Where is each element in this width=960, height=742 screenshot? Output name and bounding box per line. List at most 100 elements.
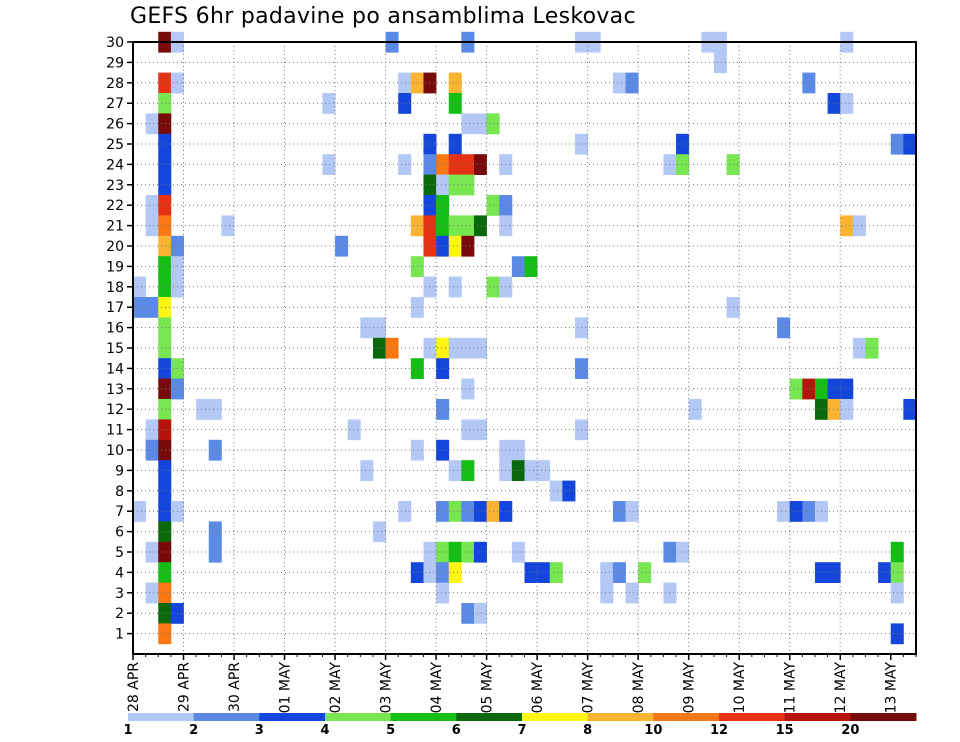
x-tick-label: 28 APR bbox=[126, 662, 142, 712]
heatmap-cell bbox=[436, 582, 450, 604]
heatmap-cell bbox=[549, 480, 563, 502]
y-tick-label: 19 bbox=[106, 259, 124, 275]
y-tick-label: 14 bbox=[106, 361, 124, 377]
heatmap-cell bbox=[511, 541, 525, 563]
heatmap-cell bbox=[158, 603, 172, 624]
y-tick-label: 29 bbox=[106, 55, 124, 71]
heatmap-cell bbox=[688, 399, 702, 420]
heatmap-cell bbox=[827, 378, 841, 400]
y-tick-label: 7 bbox=[115, 504, 124, 520]
y-tick-label: 16 bbox=[106, 321, 124, 337]
heatmap-cell bbox=[461, 378, 475, 400]
y-tick-label: 22 bbox=[106, 198, 124, 214]
y-tick-label: 17 bbox=[106, 300, 124, 316]
heatmap-cell bbox=[158, 378, 172, 400]
heatmap-cell bbox=[347, 419, 361, 441]
x-tick-label: 30 APR bbox=[227, 662, 243, 712]
heatmap-cell bbox=[461, 603, 475, 624]
heatmap-cell bbox=[436, 541, 450, 563]
heatmap-cell bbox=[145, 582, 159, 604]
heatmap-cell bbox=[840, 215, 854, 237]
heatmap-cell bbox=[461, 174, 475, 196]
heatmap-cell bbox=[158, 480, 172, 502]
heatmap-cell bbox=[436, 358, 450, 379]
heatmap-cell bbox=[676, 541, 690, 563]
legend-swatch bbox=[719, 713, 786, 721]
x-tick-label: 09 MAY bbox=[682, 662, 698, 714]
heatmap-cell bbox=[638, 562, 652, 583]
heatmap-cell bbox=[436, 439, 450, 461]
x-tick-label: 05 MAY bbox=[480, 662, 496, 714]
heatmap-cell bbox=[802, 72, 816, 94]
heatmap-cell bbox=[448, 72, 462, 94]
heatmap-cell bbox=[448, 562, 462, 583]
y-tick-label: 5 bbox=[115, 545, 124, 561]
heatmap-cell bbox=[145, 541, 159, 563]
heatmap-cell bbox=[360, 317, 374, 339]
heatmap-cell bbox=[461, 235, 475, 257]
heatmap-cell bbox=[398, 72, 412, 94]
heatmap-cell bbox=[133, 297, 147, 318]
heatmap-cell bbox=[461, 460, 475, 481]
heatmap-cell bbox=[158, 317, 172, 339]
heatmap-cell bbox=[777, 501, 791, 522]
x-tick-label: 07 MAY bbox=[581, 662, 597, 714]
heatmap-cell bbox=[158, 541, 172, 563]
heatmap-cell bbox=[436, 562, 450, 583]
heatmap-cell bbox=[158, 93, 172, 114]
legend-label: 1 bbox=[123, 723, 132, 738]
heatmap-cell bbox=[840, 399, 854, 420]
x-tick-label: 06 MAY bbox=[530, 662, 546, 714]
heatmap-cell bbox=[158, 582, 172, 604]
heatmap-cell bbox=[625, 582, 639, 604]
y-tick-label: 10 bbox=[106, 443, 124, 459]
legend-label: 7 bbox=[517, 723, 526, 738]
heatmap-cell bbox=[158, 460, 172, 481]
heatmap-cell bbox=[511, 439, 525, 461]
heatmap-cell bbox=[145, 419, 159, 441]
heatmap-cell bbox=[537, 460, 551, 481]
heatmap-cell bbox=[158, 358, 172, 379]
heatmap-cell bbox=[625, 501, 639, 522]
legend-label: 4 bbox=[320, 723, 329, 738]
heatmap-cell bbox=[448, 154, 462, 175]
heatmap-cell bbox=[158, 133, 172, 155]
legend-swatch bbox=[653, 713, 720, 721]
heatmap-cell bbox=[789, 378, 803, 400]
heatmap-cell bbox=[676, 154, 690, 175]
y-tick-label: 28 bbox=[106, 76, 124, 92]
heatmap-cell bbox=[852, 215, 866, 237]
heatmap-cell bbox=[461, 419, 475, 441]
legend-swatch bbox=[522, 713, 589, 721]
heatmap-cell bbox=[473, 154, 488, 175]
heatmap-cell bbox=[473, 419, 488, 441]
heatmap-cell bbox=[802, 501, 816, 522]
x-tick-label: 01 MAY bbox=[278, 662, 294, 714]
heatmap-cell bbox=[827, 93, 841, 114]
y-tick-label: 13 bbox=[106, 382, 124, 398]
heatmap-cell bbox=[461, 154, 475, 175]
heatmap-cell bbox=[625, 72, 639, 94]
legend-swatch bbox=[193, 713, 260, 721]
heatmap-cell bbox=[676, 133, 690, 155]
heatmap-cell bbox=[158, 235, 172, 257]
y-tick-label: 2 bbox=[115, 606, 124, 622]
legend-swatch bbox=[325, 713, 392, 721]
heatmap-cell bbox=[158, 337, 172, 359]
heatmap-cell bbox=[145, 297, 159, 318]
heatmap-cell bbox=[448, 215, 462, 237]
heatmap-cell bbox=[865, 337, 879, 359]
heatmap-cell bbox=[158, 72, 172, 94]
heatmap-cell bbox=[713, 52, 727, 73]
heatmap-cell bbox=[208, 439, 222, 461]
heatmap-cell bbox=[436, 235, 450, 257]
x-tick-label: 11 MAY bbox=[783, 662, 799, 714]
heatmap-cell bbox=[158, 174, 172, 196]
heatmap-cell bbox=[448, 501, 462, 522]
legend-swatch bbox=[850, 713, 917, 721]
y-tick-label: 9 bbox=[115, 463, 124, 479]
heatmap-cell bbox=[398, 93, 412, 114]
x-tick-label: 12 MAY bbox=[833, 662, 849, 714]
y-axis: 1234567891011121314151617181920212223242… bbox=[106, 35, 133, 643]
heatmap-cell bbox=[461, 113, 475, 135]
